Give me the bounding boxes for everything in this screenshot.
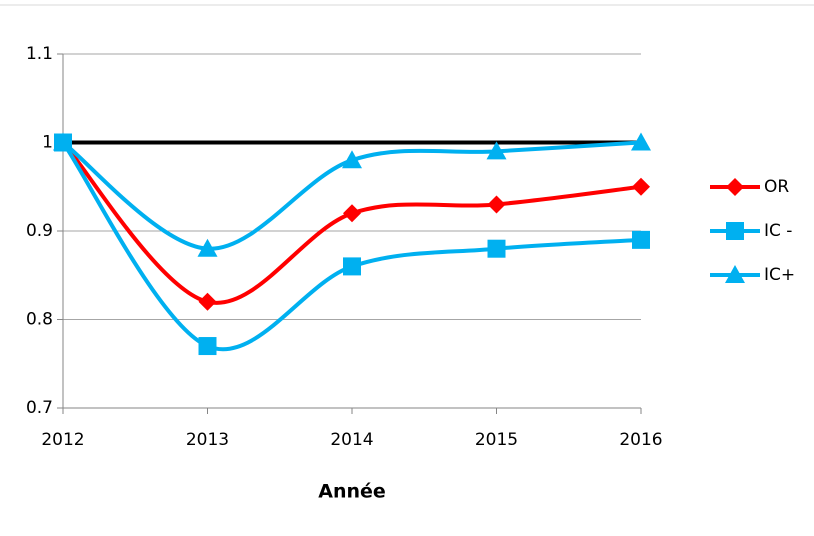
legend-marker xyxy=(726,222,744,240)
marker xyxy=(342,150,362,169)
marker xyxy=(486,141,507,160)
marker xyxy=(197,238,218,257)
marker xyxy=(631,132,651,151)
series-line xyxy=(61,141,642,352)
y-tick-label: 0.7 xyxy=(26,398,53,418)
y-tick-label: 1 xyxy=(42,133,53,153)
marker xyxy=(487,195,506,214)
x-tick-label: 2015 xyxy=(475,430,518,450)
marker xyxy=(632,177,650,196)
marker xyxy=(632,230,650,249)
marker xyxy=(343,257,361,276)
legend-label: IC+ xyxy=(764,265,795,285)
legend-marker xyxy=(726,178,744,196)
x-axis-title: Année xyxy=(318,481,386,503)
y-tick-label: 1.1 xyxy=(26,44,53,64)
marker xyxy=(198,292,217,311)
legend-marker xyxy=(725,265,745,283)
marker xyxy=(487,239,506,258)
series-line xyxy=(61,141,642,305)
marker xyxy=(343,204,361,223)
marker xyxy=(53,132,73,151)
y-tick-label: 0.8 xyxy=(26,310,53,330)
marker xyxy=(198,337,217,356)
y-tick-label: 0.9 xyxy=(26,221,53,241)
legend-label: IC - xyxy=(764,221,792,241)
x-tick-label: 2016 xyxy=(619,430,662,450)
x-tick-label: 2012 xyxy=(41,430,84,450)
x-tick-label: 2013 xyxy=(186,430,229,450)
legend-label: OR xyxy=(764,177,789,197)
x-tick-label: 2014 xyxy=(330,430,373,450)
